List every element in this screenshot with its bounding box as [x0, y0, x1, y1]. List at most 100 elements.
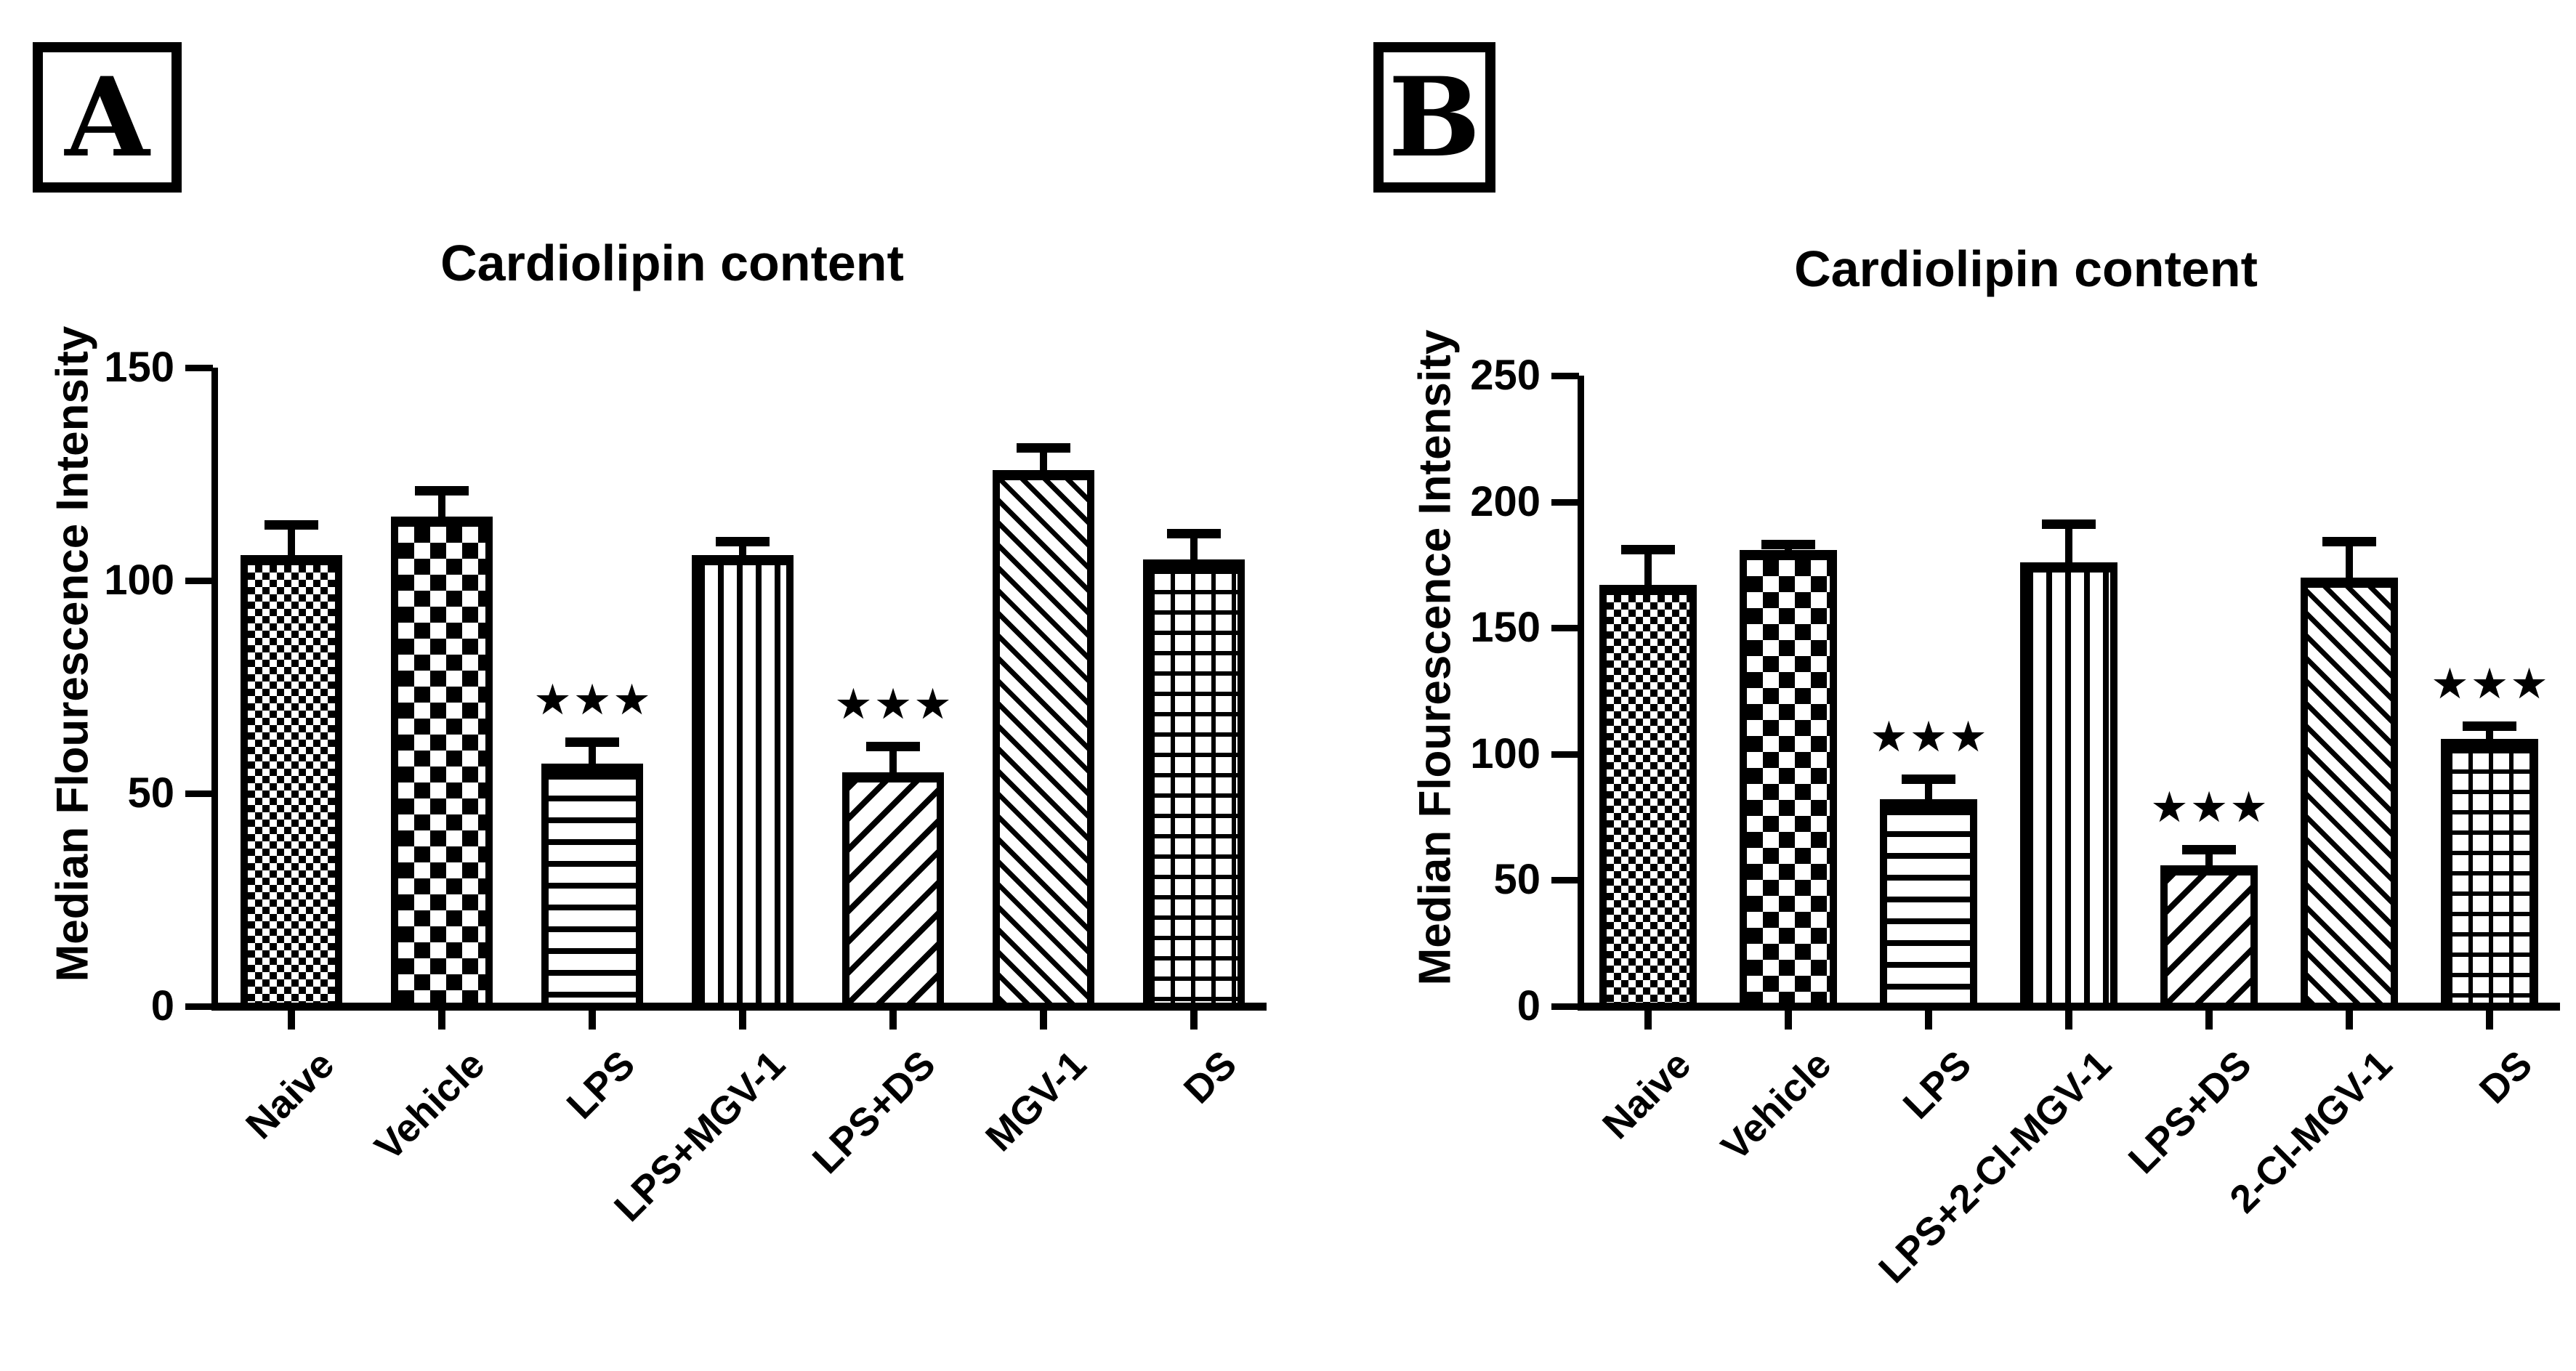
bar-LPS: [1880, 799, 1977, 1010]
x-category-label: MGV-1: [977, 1042, 1095, 1160]
y-tick-label: 150: [1470, 604, 1541, 652]
y-tick-label: 100: [1470, 729, 1541, 777]
y-tick-mark: [185, 578, 213, 584]
error-bar-cap: [1902, 774, 1955, 784]
x-tick-mark: [1040, 1011, 1047, 1030]
y-tick-mark: [185, 790, 213, 797]
x-tick-mark: [2205, 1011, 2213, 1030]
chart-a-y-axis-title: Median Flourescence Intensity: [47, 325, 98, 982]
y-tick-label: 50: [1493, 856, 1541, 904]
y-tick-mark: [1551, 877, 1579, 884]
error-bar-cap: [1761, 539, 1815, 549]
x-category-label: Naive: [1594, 1042, 1700, 1148]
x-category-label: LPS+DS: [2120, 1042, 2261, 1182]
x-tick-mark: [2486, 1011, 2493, 1030]
y-tick-label: 0: [150, 982, 174, 1030]
significance-stars: ★★★: [2152, 786, 2272, 829]
y-tick-label: 250: [1470, 352, 1541, 399]
x-category-label: LPS+DS: [804, 1042, 945, 1182]
y-tick-label: 200: [1470, 477, 1541, 525]
error-bar-stem: [1644, 549, 1652, 591]
bar-Vehicle: [391, 517, 493, 1010]
error-bar-cap: [265, 519, 318, 530]
significance-stars: ★★★: [836, 683, 956, 726]
error-bar-cap: [866, 741, 920, 751]
bar-LPS+DS: [842, 772, 944, 1010]
y-tick-label: 150: [104, 344, 174, 391]
y-axis-line: [211, 368, 218, 1010]
y-tick-label: 100: [104, 557, 174, 604]
error-bar-cap: [2463, 721, 2516, 731]
panel-b-letter: B: [1388, 53, 1481, 182]
y-tick-mark: [1551, 625, 1579, 632]
bar-Vehicle: [1740, 549, 1837, 1010]
error-bar-cap: [415, 485, 469, 496]
chart-b-title: Cardiolipin content: [1794, 240, 2258, 297]
error-bar-cap: [716, 537, 770, 547]
error-bar-cap: [2182, 844, 2236, 854]
x-tick-mark: [288, 1011, 295, 1030]
panel-a-letter: A: [65, 53, 150, 182]
error-bar-cap: [2042, 519, 2096, 529]
error-bar-stem: [739, 542, 746, 561]
x-category-label: Naive: [237, 1042, 343, 1148]
y-tick-mark: [1551, 373, 1579, 379]
error-bar-stem: [1925, 779, 1932, 806]
error-bar-cap: [2322, 537, 2376, 547]
error-bar-stem: [288, 525, 295, 561]
x-category-label: DS: [2471, 1042, 2541, 1112]
panel-a-label-box: A: [33, 42, 182, 193]
y-axis-line: [1578, 376, 1584, 1010]
error-bar-stem: [2205, 849, 2213, 871]
x-tick-mark: [438, 1011, 445, 1030]
y-tick-mark: [1551, 1003, 1579, 1010]
error-bar-stem: [2486, 726, 2493, 745]
bar-2-Cl-MGV-1: [2301, 577, 2398, 1010]
x-tick-mark: [1644, 1011, 1652, 1030]
y-tick-mark: [185, 365, 213, 371]
error-bar-stem: [2065, 524, 2072, 568]
y-tick-mark: [1551, 751, 1579, 758]
x-category-label: Vehicle: [366, 1042, 493, 1169]
x-tick-mark: [2065, 1011, 2072, 1030]
error-bar-stem: [589, 742, 596, 769]
y-tick-label: 50: [127, 769, 174, 817]
bar-DS: [2441, 738, 2538, 1010]
error-bar-stem: [1785, 544, 1792, 556]
x-tick-mark: [1925, 1011, 1932, 1030]
y-tick-mark: [185, 1003, 213, 1010]
error-bar-cap: [1167, 528, 1221, 538]
x-tick-mark: [739, 1011, 746, 1030]
y-tick-label: 0: [1517, 982, 1541, 1030]
bar-Naive: [241, 554, 342, 1010]
bar-LPS+MGV-1: [692, 554, 794, 1010]
error-bar-stem: [1190, 533, 1198, 565]
x-tick-mark: [1190, 1011, 1198, 1030]
x-tick-mark: [889, 1011, 897, 1030]
significance-stars: ★★★: [1872, 716, 1991, 759]
error-bar-stem: [438, 490, 445, 523]
error-bar-stem: [889, 746, 897, 778]
x-category-label: DS: [1175, 1042, 1245, 1112]
x-category-label: LPS: [1894, 1042, 1980, 1128]
x-tick-mark: [1785, 1011, 1792, 1030]
bar-DS: [1143, 559, 1245, 1010]
x-category-label: Vehicle: [1713, 1042, 1840, 1169]
error-bar-cap: [1621, 544, 1675, 554]
bar-LPS+DS: [2160, 865, 2258, 1010]
bar-LPS: [541, 763, 643, 1010]
bar-MGV-1: [993, 469, 1094, 1010]
bar-LPS+2-Cl-MGV-1: [2020, 562, 2117, 1010]
error-bar-cap: [565, 737, 619, 747]
error-bar-stem: [2346, 542, 2353, 583]
error-bar-cap: [1017, 443, 1070, 453]
significance-stars: ★★★: [2433, 663, 2552, 705]
significance-stars: ★★★: [536, 679, 655, 721]
panel-b-label-box: B: [1373, 42, 1495, 193]
y-tick-mark: [1551, 498, 1579, 506]
bar-Naive: [1599, 585, 1697, 1010]
chart-a-title: Cardiolipin content: [440, 235, 904, 291]
x-tick-mark: [2346, 1011, 2353, 1030]
x-category-label: LPS: [558, 1042, 644, 1128]
